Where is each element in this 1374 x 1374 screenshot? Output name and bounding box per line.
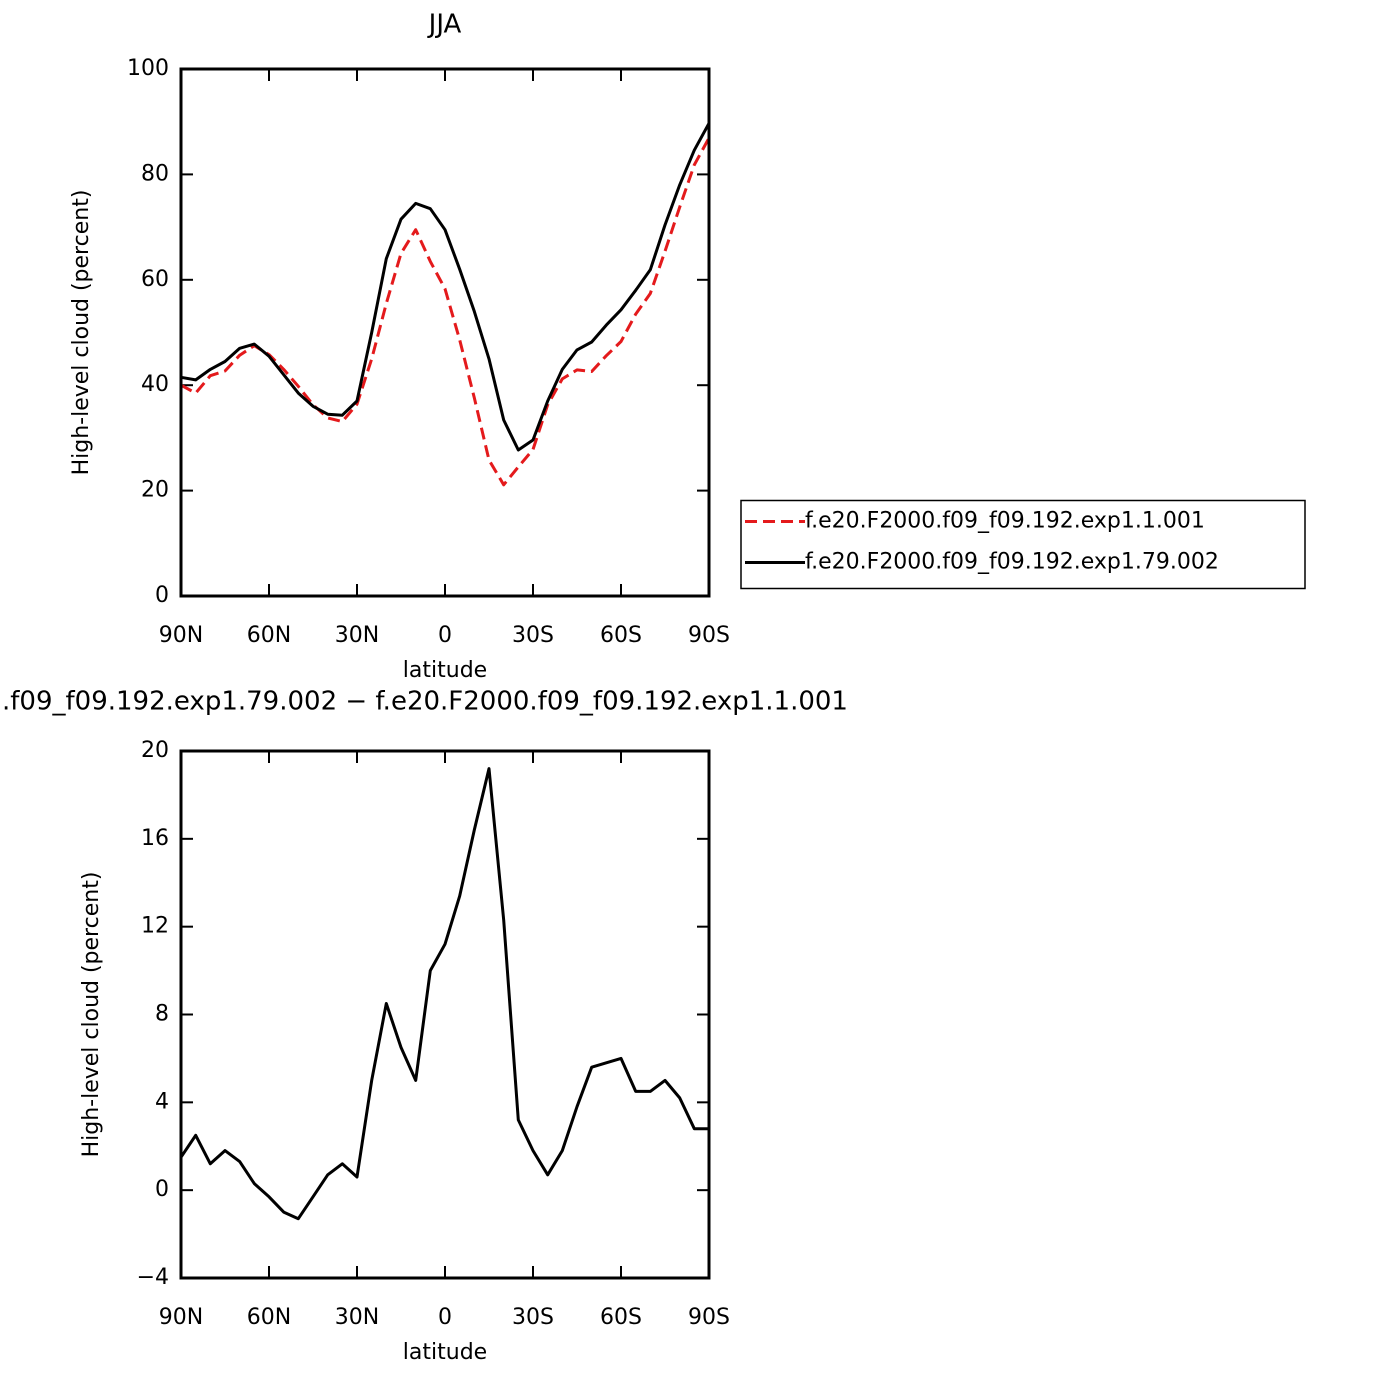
y-tick-label: 0	[155, 1177, 169, 1202]
y-tick-label: 4	[155, 1089, 169, 1114]
legend-label: f.e20.F2000.f09_f09.192.exp1.1.001	[805, 509, 1205, 534]
x-tick-label: 90S	[688, 1305, 730, 1330]
x-tick-label: 0	[438, 623, 452, 648]
y-axis-label: High-level cloud (percent)	[69, 190, 94, 476]
legend-label: f.e20.F2000.f09_f09.192.exp1.79.002	[805, 550, 1219, 575]
chart-title: .f09_f09.192.exp1.79.002 − f.e20.F2000.f…	[2, 687, 848, 717]
chart-title: JJA	[427, 10, 462, 40]
x-tick-label: 90N	[159, 623, 203, 648]
x-axis-label: latitude	[403, 1340, 487, 1365]
x-axis-label: latitude	[403, 658, 487, 683]
y-tick-label: 60	[141, 267, 169, 292]
legend-box	[740, 499, 1306, 590]
y-tick-label: −4	[137, 1265, 169, 1290]
x-tick-label: 30S	[512, 623, 554, 648]
y-tick-label: 8	[155, 1002, 169, 1027]
y-tick-label: 100	[127, 56, 169, 81]
x-tick-label: 30N	[335, 1305, 379, 1330]
data-line	[179, 767, 709, 1221]
y-tick-label: 20	[141, 738, 169, 763]
y-tick-label: 80	[141, 161, 169, 186]
data-line	[180, 122, 711, 452]
x-tick-label: 90S	[688, 623, 730, 648]
x-tick-label: 60S	[600, 623, 642, 648]
x-tick-label: 0	[438, 1305, 452, 1330]
x-tick-label: 60S	[600, 1305, 642, 1330]
y-tick-label: 40	[141, 372, 169, 397]
y-tick-label: 12	[141, 914, 169, 939]
y-tick-label: 0	[155, 583, 169, 608]
y-tick-label: 16	[141, 826, 169, 851]
y-tick-label: 20	[141, 478, 169, 503]
data-line	[180, 137, 711, 487]
x-tick-label: 30N	[335, 623, 379, 648]
x-tick-label: 90N	[159, 1305, 203, 1330]
x-tick-label: 30S	[512, 1305, 554, 1330]
plot-frame	[179, 67, 711, 598]
x-tick-label: 60N	[247, 623, 291, 648]
x-tick-label: 60N	[247, 1305, 291, 1330]
y-axis-label: High-level cloud (percent)	[79, 872, 104, 1158]
plot-frame	[179, 749, 711, 1280]
